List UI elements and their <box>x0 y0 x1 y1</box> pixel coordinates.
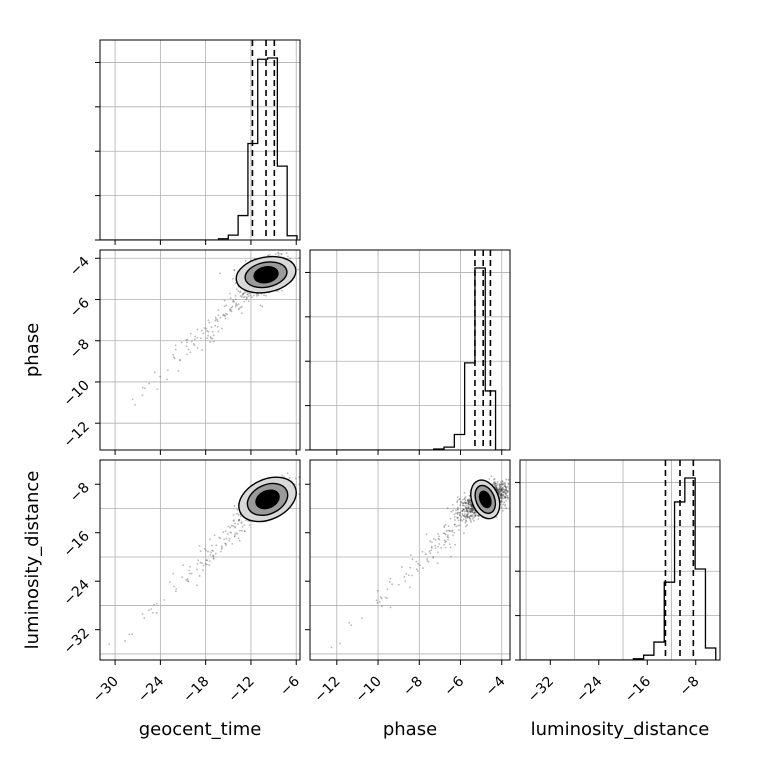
y-tick-label: −4 <box>67 254 93 280</box>
y-tick-label: −12 <box>61 419 93 451</box>
x-axis-label-phase: phase <box>383 719 437 740</box>
x-tick-label: −6 <box>277 673 303 699</box>
panel-frame <box>519 459 721 661</box>
panel-frame <box>99 39 301 241</box>
histogram-panel-geocent_time <box>100 40 300 240</box>
x-tick-label: −30 <box>90 674 122 706</box>
panel-frame <box>99 459 301 661</box>
panel-frame <box>309 459 511 661</box>
y-axis-label-luminosity_distance: luminosity_distance <box>22 471 43 650</box>
y-tick-label: −8 <box>67 336 93 362</box>
histogram-panel-phase <box>310 250 510 450</box>
panel-frame <box>99 249 301 451</box>
panel-frame <box>309 249 511 451</box>
x-tick-label: −18 <box>180 674 212 706</box>
y-tick-label: −16 <box>61 528 93 560</box>
y-tick-label: −10 <box>61 377 93 409</box>
scatter-panel-geocent_time-phase <box>100 250 300 450</box>
y-tick-label: −8 <box>67 480 93 506</box>
histogram-bars <box>100 57 298 240</box>
x-tick-label: −10 <box>353 674 385 706</box>
x-tick-label: −32 <box>525 674 557 706</box>
x-tick-label: −4 <box>483 673 509 699</box>
x-tick-label: −12 <box>226 674 258 706</box>
contour-level-1 <box>478 490 492 509</box>
x-tick-label: −16 <box>622 673 654 705</box>
x-axis-label-luminosity_distance: luminosity_distance <box>531 719 710 740</box>
scatter-panel-phase-luminosity_distance <box>310 460 510 660</box>
histogram-panel-luminosity_distance <box>520 460 720 660</box>
histogram-bars <box>310 267 506 450</box>
y-tick-label: −6 <box>67 295 93 321</box>
x-axis-label-geocent_time: geocent_time <box>139 719 262 740</box>
histogram-bars <box>520 477 717 660</box>
y-tick-label: −32 <box>61 625 93 657</box>
x-tick-label: −8 <box>677 674 703 700</box>
x-tick-label: −12 <box>311 674 343 706</box>
x-tick-label: −6 <box>441 673 467 699</box>
contour-level-1 <box>253 266 279 284</box>
x-tick-label: −24 <box>135 673 167 705</box>
scatter-panel-geocent_time-luminosity_distance <box>100 460 300 660</box>
y-axis-label-phase: phase <box>22 323 43 377</box>
contour-level-1 <box>255 489 280 510</box>
x-tick-label: −8 <box>400 674 426 700</box>
x-tick-label: −24 <box>573 673 605 705</box>
y-tick-label: −24 <box>61 577 93 609</box>
